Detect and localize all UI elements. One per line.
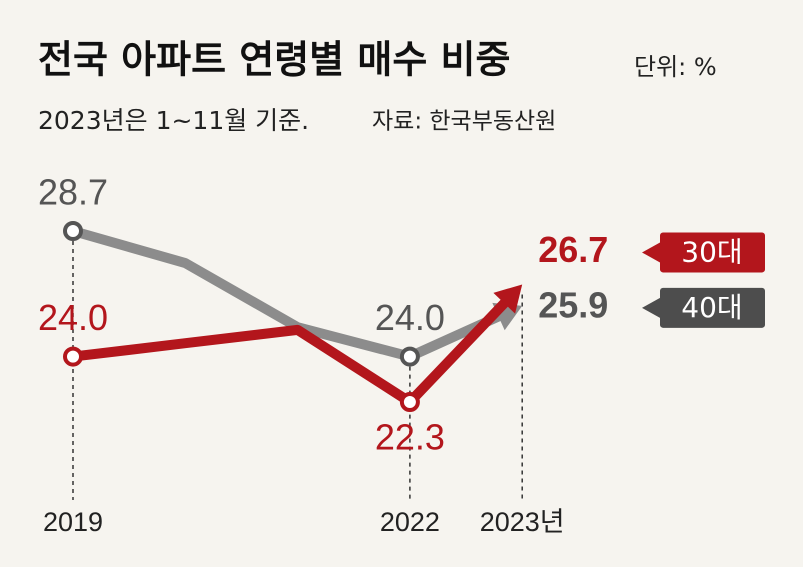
subtitle: 2023년은 1~11월 기준. (38, 106, 309, 135)
point (63, 346, 83, 367)
legend-tag-pointer (642, 242, 660, 263)
x-tick-label: 2023년 (480, 507, 565, 537)
point (63, 221, 83, 241)
value-label: 24.0 (38, 297, 108, 338)
series-line (72, 296, 511, 407)
unit: 단위: % (634, 53, 717, 81)
value-label: 26.7 (538, 229, 608, 270)
legend-tag (660, 232, 765, 273)
value-label: 24.0 (375, 297, 445, 338)
source: 자료: 한국부동산원 (372, 109, 556, 135)
legend-tag (660, 287, 765, 328)
legend-label: 40대 (681, 291, 742, 324)
x-tick-label: 2019 (43, 507, 103, 537)
chart-title: 전국 아파트 연령별 매수 비중 (38, 38, 510, 82)
legend-tag-pointer (642, 297, 660, 318)
value-label: 25.9 (538, 284, 608, 325)
arrow-head (493, 284, 523, 314)
point (399, 392, 420, 412)
value-label: 22.3 (375, 417, 445, 458)
x-tick-label: 2022 (380, 507, 440, 537)
legend-label: 30대 (681, 235, 742, 268)
value-label: 28.7 (38, 172, 108, 213)
point (399, 346, 420, 367)
